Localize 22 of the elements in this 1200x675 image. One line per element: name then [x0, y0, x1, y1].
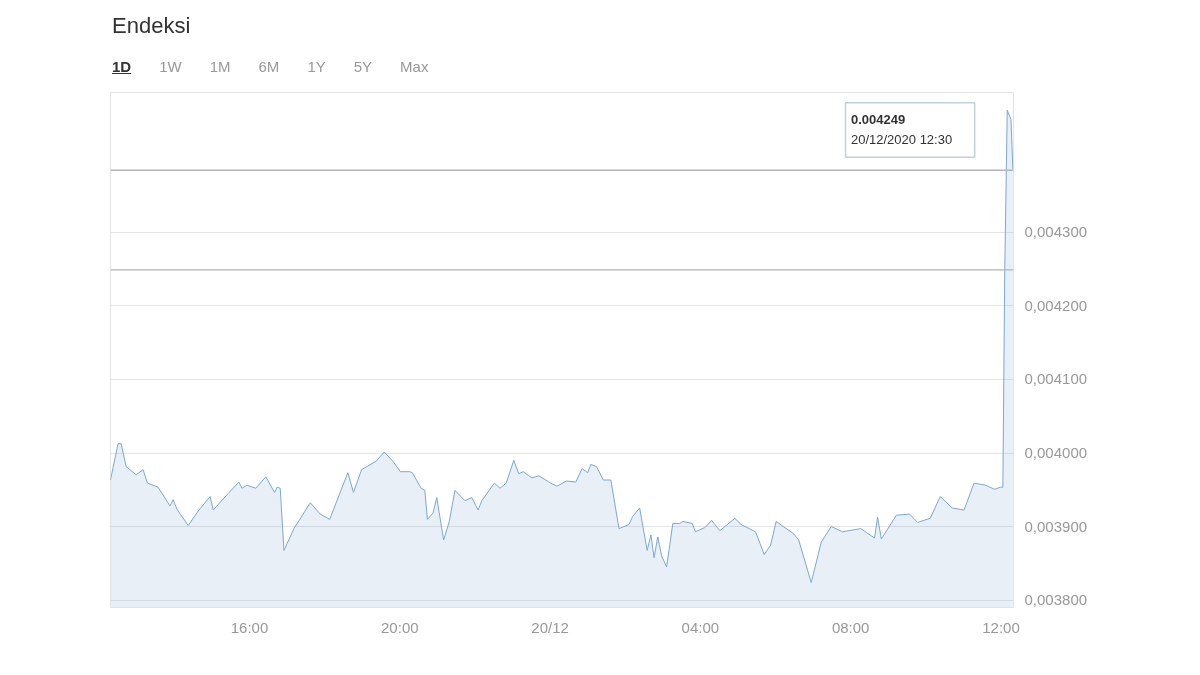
- annotation: 20/12/2020 12:30: [850, 131, 953, 147]
- y-tick-label: 0,003800: [1024, 591, 1088, 609]
- x-tick-label: 20/12: [531, 618, 569, 636]
- text: 5Y: [353, 58, 373, 75]
- x-tick-label: 16:00: [230, 618, 269, 636]
- text: Max: [400, 58, 429, 75]
- x-tick-label: 12:00: [982, 618, 1020, 636]
- y-tick-label: 0,004100: [1024, 370, 1088, 388]
- chart-title: Endeksi: [112, 12, 191, 40]
- y-tick-label: 0,004200: [1024, 296, 1088, 314]
- text: 1D: [112, 58, 132, 75]
- y-tick-label: 0,004300: [1024, 223, 1088, 241]
- text: 1W: [159, 58, 182, 75]
- y-tick-label: 0,003900: [1024, 517, 1088, 535]
- text: 1Y: [307, 58, 326, 75]
- x-tick-label: 04:00: [681, 618, 720, 636]
- annotation: 0.004249: [850, 111, 906, 127]
- y-tick-label: 0,004000: [1024, 444, 1088, 461]
- text: 1M: [209, 58, 231, 75]
- x-tick-label: 20:00: [381, 618, 419, 636]
- text: 6M: [258, 58, 280, 75]
- x-tick-label: 08:00: [831, 618, 870, 636]
